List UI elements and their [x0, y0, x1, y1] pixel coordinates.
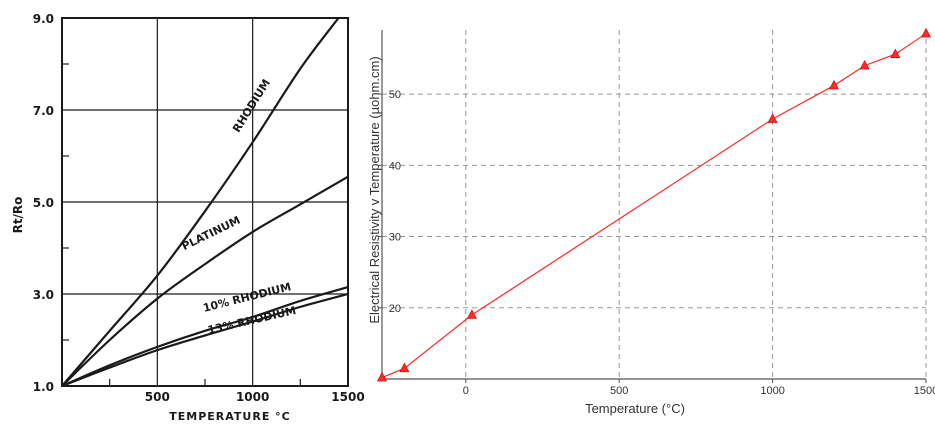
- series-line-13-rhodium: [61, 292, 349, 388]
- rt-ro-chart: 1.0 3.0 5.0 7.0 9.0 500 1000 1500 TEMPERATURE °…: [11, 12, 365, 423]
- y-tick-label: 20: [389, 303, 401, 315]
- x-tick-label: 1000: [236, 390, 269, 404]
- rt-ro-chart-panel: 1.0 3.0 5.0 7.0 9.0 500 1000 1500 TEMPERATURE °…: [0, 0, 365, 428]
- y-tick-label: 1.0: [33, 380, 54, 394]
- series-line-platinum: [61, 175, 349, 387]
- y-tick-label: 9.0: [33, 12, 54, 26]
- data-point-marker: [890, 48, 901, 59]
- x-tick-label: 1000: [760, 385, 784, 397]
- series-line-rhodium: [61, 17, 340, 387]
- resistivity-chart-panel: 20304050050010001500 Temperature (°C)Ele…: [365, 0, 935, 428]
- x-tick-label: 500: [145, 390, 170, 404]
- series-line-10-rhodium: [61, 286, 349, 388]
- data-point-marker: [399, 362, 410, 373]
- y-tick-label: 40: [389, 160, 401, 172]
- data-point-marker: [466, 309, 477, 319]
- x-axis-label: TEMPERATURE °C: [169, 410, 291, 423]
- x-tick-label: 1500: [331, 390, 364, 404]
- y-tick-label: 3.0: [33, 288, 54, 302]
- data-point-marker: [828, 79, 839, 90]
- series-label: RHODIUM: [230, 77, 273, 135]
- resistivity-chart: 20304050050010001500 Temperature (°C)Ele…: [367, 27, 935, 416]
- y-axis-label: Rt/Ro: [11, 197, 25, 234]
- y-tick-label: 30: [389, 232, 401, 244]
- data-point-marker: [767, 113, 778, 123]
- y-axis-label: Electrical Resistivity v Temperature (µo…: [367, 56, 382, 323]
- x-axis-label: Temperature (°C): [585, 401, 685, 416]
- y-tick-label: 5.0: [33, 196, 54, 210]
- x-tick-label: 0: [463, 385, 469, 397]
- y-tick-label: 7.0: [33, 104, 54, 118]
- x-tick-label: 1500: [914, 385, 935, 397]
- data-point-marker: [377, 371, 387, 382]
- x-tick-label: 500: [610, 385, 628, 397]
- data-point-marker: [859, 59, 870, 70]
- y-tick-label: 50: [389, 89, 401, 101]
- resistivity-series-line: [381, 33, 927, 379]
- data-point-marker: [921, 27, 931, 38]
